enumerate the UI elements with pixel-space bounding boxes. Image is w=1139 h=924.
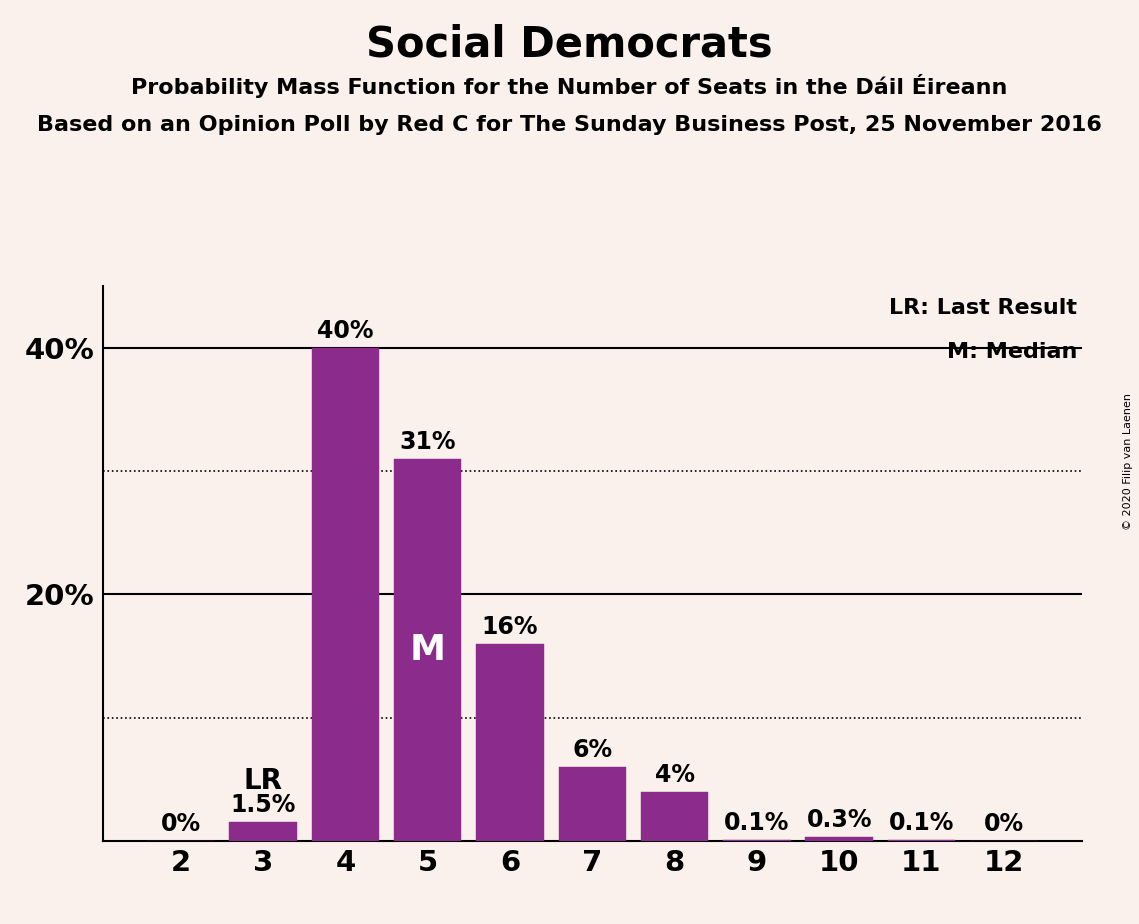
Text: M: M bbox=[410, 633, 445, 667]
Text: M: Median: M: Median bbox=[947, 342, 1077, 362]
Bar bbox=[641, 792, 708, 841]
Text: 6%: 6% bbox=[572, 738, 613, 762]
Bar bbox=[558, 767, 626, 841]
Bar bbox=[805, 837, 872, 841]
Text: 0.1%: 0.1% bbox=[724, 810, 789, 834]
Text: © 2020 Filip van Laenen: © 2020 Filip van Laenen bbox=[1123, 394, 1133, 530]
Bar bbox=[476, 644, 543, 841]
Text: Social Democrats: Social Democrats bbox=[366, 23, 773, 65]
Text: 1.5%: 1.5% bbox=[230, 794, 296, 818]
Text: 16%: 16% bbox=[482, 614, 539, 638]
Text: Probability Mass Function for the Number of Seats in the Dáil Éireann: Probability Mass Function for the Number… bbox=[131, 74, 1008, 98]
Bar bbox=[723, 840, 790, 841]
Bar bbox=[229, 822, 297, 841]
Text: 0%: 0% bbox=[984, 812, 1024, 836]
Text: 0.3%: 0.3% bbox=[806, 808, 872, 833]
Text: Based on an Opinion Poll by Red C for The Sunday Business Post, 25 November 2016: Based on an Opinion Poll by Red C for Th… bbox=[38, 115, 1101, 135]
Text: LR: Last Result: LR: Last Result bbox=[890, 298, 1077, 318]
Bar bbox=[394, 459, 461, 841]
Text: 31%: 31% bbox=[400, 430, 456, 454]
Text: 0%: 0% bbox=[161, 812, 200, 836]
Bar bbox=[312, 348, 379, 841]
Bar bbox=[887, 840, 956, 841]
Text: 40%: 40% bbox=[317, 319, 374, 343]
Text: 4%: 4% bbox=[655, 762, 695, 786]
Text: 0.1%: 0.1% bbox=[888, 810, 954, 834]
Text: LR: LR bbox=[244, 767, 282, 796]
